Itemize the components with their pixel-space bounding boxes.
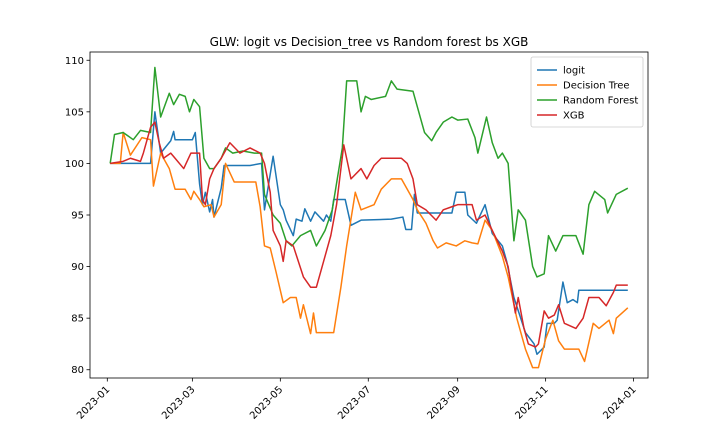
y-tick-label: 110 [65, 56, 84, 67]
x-tick-label: 2023-05 [248, 384, 285, 421]
x-tick-label: 2023-11 [513, 384, 550, 421]
y-tick-label: 105 [65, 107, 84, 118]
legend: logit Decision Tree Random Forest XGB [530, 56, 644, 128]
series-line-xgb [110, 121, 628, 348]
x-tick-label: 2023-09 [425, 384, 462, 421]
y-tick-label: 80 [71, 365, 84, 376]
y-axis: 80 85 90 95 100 105 110 [65, 56, 90, 376]
legend-label-logit: logit [563, 66, 585, 77]
y-tick-label: 90 [71, 262, 84, 273]
y-tick-label: 100 [65, 159, 84, 170]
x-tick-label: 2023-07 [336, 384, 373, 421]
legend-label-random-forest: Random Forest [563, 96, 638, 107]
legend-label-xgb: XGB [563, 111, 585, 122]
x-tick-label: 2024-01 [601, 384, 638, 421]
y-tick-label: 85 [71, 314, 84, 325]
y-tick-label: 95 [71, 211, 84, 222]
series-line-random-forest [109, 66, 629, 278]
chart-title: GLW: logit vs Decision_tree vs Random fo… [210, 35, 529, 49]
legend-label-decision-tree: Decision Tree [563, 81, 630, 92]
x-tick-label: 2023-03 [160, 384, 197, 421]
series-line-decision-tree [110, 131, 629, 369]
legend-box [530, 56, 644, 128]
x-tick-label: 2023-01 [75, 384, 112, 421]
series-layer [109, 66, 629, 369]
x-axis: 2023-01 2023-03 2023-05 2023-07 2023-09 2023-… [75, 378, 639, 422]
